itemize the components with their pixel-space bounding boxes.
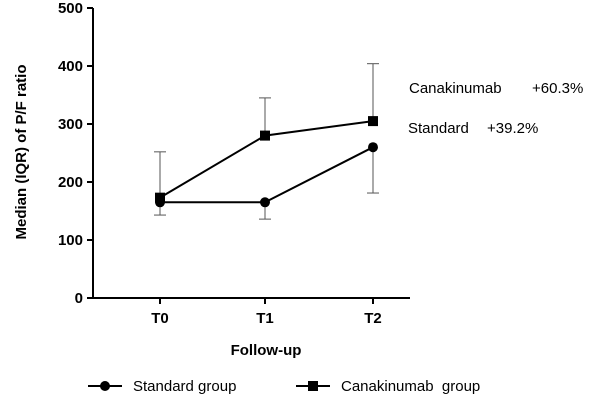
series-canakinumab <box>154 63 379 203</box>
legend: Standard group Canakinumab group <box>88 378 480 395</box>
x-tick-label: T0 <box>151 310 169 327</box>
series-layer <box>154 63 379 220</box>
annotation-standard-value: +39.2% <box>487 120 538 137</box>
y-tick-label: 400 <box>58 58 83 75</box>
y-tick-label: 500 <box>58 0 83 17</box>
data-point-canakinumab <box>155 192 165 203</box>
y-tick-label: 300 <box>58 116 83 133</box>
legend-standard-marker <box>100 381 110 391</box>
data-point-canakinumab <box>260 130 270 141</box>
y-tick-label: 0 <box>75 290 83 307</box>
y-axis: 0 100 200 300 400 500 <box>58 0 94 307</box>
x-tick-label: T2 <box>364 310 382 327</box>
legend-standard-label: Standard group <box>133 378 236 395</box>
series-line-standard <box>160 146 374 204</box>
x-axis-title: Follow-up <box>231 342 302 359</box>
data-point-canakinumab <box>368 116 378 127</box>
x-axis: T0 T1 T2 <box>93 297 410 327</box>
annotation-standard-label: Standard <box>408 120 469 137</box>
y-tick-label: 100 <box>58 232 83 249</box>
legend-canakinumab-marker <box>308 381 318 391</box>
annotation-canakinumab-label: Canakinumab <box>409 80 502 97</box>
y-tick-label: 200 <box>58 174 83 191</box>
y-axis-title: Median (IQR) of P/F ratio <box>13 65 30 240</box>
data-point-standard <box>260 197 270 208</box>
x-tick-label: T1 <box>256 310 274 327</box>
legend-canakinumab-label: Canakinumab group <box>341 378 480 395</box>
annotation-canakinumab-value: +60.3% <box>532 80 583 97</box>
data-point-standard <box>368 142 378 153</box>
